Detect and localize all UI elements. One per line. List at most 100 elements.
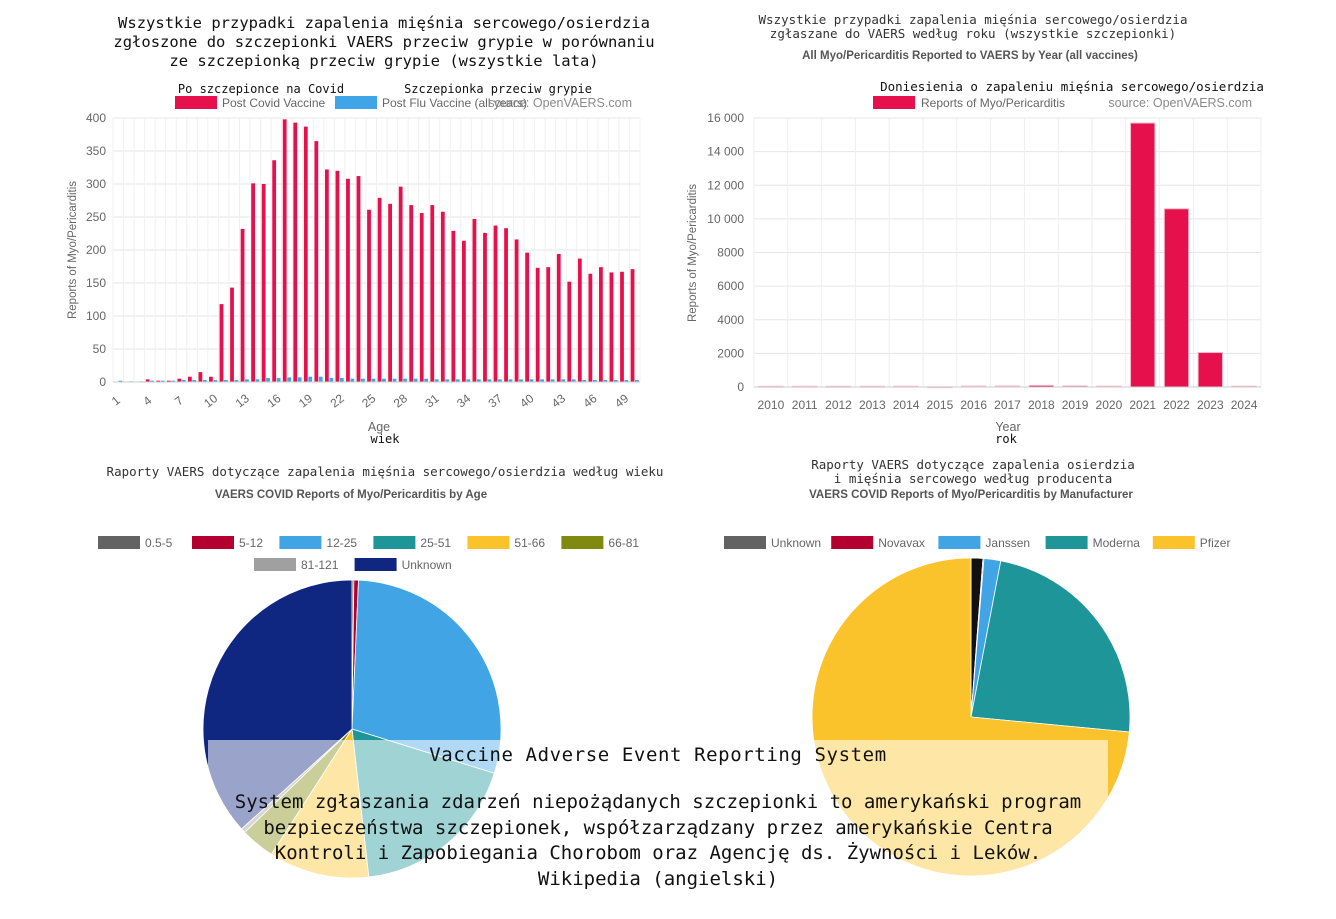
bar-covid <box>483 232 487 382</box>
x-tick-label: 2019 <box>1062 398 1089 412</box>
bar-flu <box>592 380 597 382</box>
y-tick-label: 6000 <box>717 279 744 293</box>
x-tick-label: 2016 <box>960 398 987 412</box>
bar-covid <box>535 267 540 382</box>
y-tick-label: 14 000 <box>707 145 744 159</box>
bar-flu <box>213 380 218 382</box>
legend-swatch <box>873 96 915 109</box>
x-tick-label: 2022 <box>1163 398 1190 412</box>
y-tick-label: 150 <box>86 276 106 290</box>
bar-covid <box>577 258 582 382</box>
bar-flu <box>540 379 544 382</box>
bar-flu <box>561 379 566 382</box>
bar-flu <box>635 380 639 382</box>
bar-covid <box>567 281 572 382</box>
bar-flu <box>308 376 313 382</box>
y-axis-label: Reports of Myo/Pericarditis <box>687 184 699 322</box>
x-tick-label: 34 <box>454 391 473 410</box>
x-tick-label: 46 <box>581 391 600 410</box>
bar-covid <box>335 170 340 382</box>
legend-label: 5-12 <box>239 536 263 550</box>
legend-label: Reports of Myo/Pericarditis <box>921 96 1065 110</box>
bar-flu <box>181 380 186 382</box>
x-tick-label: 22 <box>328 391 347 410</box>
bar-covid <box>461 240 466 382</box>
bar-covid <box>451 230 456 382</box>
bar-flu <box>245 379 249 382</box>
bar-covid <box>504 228 508 382</box>
y-tick-label: 4000 <box>717 313 744 327</box>
bar-covid <box>388 203 393 382</box>
bar-flu <box>371 378 376 382</box>
legend-swatch <box>373 536 416 549</box>
bar-covid <box>240 228 245 382</box>
bar-covid <box>525 252 530 382</box>
y-tick-label: 250 <box>86 210 106 224</box>
legend-swatch <box>561 536 604 549</box>
bar-covid <box>440 211 445 382</box>
bar-covid <box>156 380 161 382</box>
x-tick-label: 2020 <box>1096 398 1123 412</box>
legend-swatch <box>254 558 296 571</box>
x-tick-label: 2018 <box>1028 398 1055 412</box>
legend-swatch <box>192 536 234 549</box>
x-axis-label: Year <box>995 420 1020 434</box>
bar-covid <box>419 213 424 382</box>
x-axis-label: Age <box>368 420 390 434</box>
bar-covid <box>282 119 287 382</box>
bar-covid <box>145 379 150 382</box>
bar-year <box>1197 352 1223 388</box>
x-axis-label-pl: wiek <box>371 432 401 446</box>
chart-title-pl: Raporty VAERS dotyczące zapalenia mięśni… <box>107 464 664 479</box>
bar-flu <box>350 378 355 382</box>
bar-flu <box>445 379 450 382</box>
bar-flu <box>223 380 228 382</box>
x-tick-label: 2024 <box>1231 398 1258 412</box>
x-tick-label: 4 <box>140 393 154 408</box>
bar-flu <box>624 380 629 382</box>
x-tick-label: 2014 <box>893 398 920 412</box>
legend-label: 0.5-5 <box>145 536 173 550</box>
x-tick-label: 49 <box>612 391 631 410</box>
legend-swatch-covid <box>175 96 217 109</box>
source-label: source: OpenVAERS.com <box>1108 96 1252 110</box>
bar-covid <box>272 160 277 382</box>
y-tick-label: 50 <box>93 342 107 356</box>
bar-covid <box>620 271 624 382</box>
overlay-body: System zgłaszania zdarzeń niepożądanych … <box>234 791 1082 890</box>
legend-swatch <box>1045 536 1088 549</box>
chart-title: All Myo/Pericarditis Reported to VAERS b… <box>802 50 1138 62</box>
bar-flu <box>403 378 407 382</box>
legend-label: 66-81 <box>608 536 639 550</box>
legend-label: 51-66 <box>514 536 545 550</box>
y-tick-label: 16 000 <box>707 111 744 125</box>
bar-flu <box>613 380 618 382</box>
bar-covid <box>409 205 414 382</box>
bar-covid <box>546 267 551 382</box>
bar-covid <box>556 253 561 382</box>
bar-covid <box>251 183 255 382</box>
bar-flu <box>498 379 502 382</box>
y-tick-label: 2000 <box>717 346 744 360</box>
legend-swatch <box>279 536 322 549</box>
bar-covid <box>314 141 319 382</box>
bar-covid <box>588 273 593 382</box>
x-tick-label: 43 <box>549 391 568 410</box>
bar-covid <box>198 372 203 382</box>
x-tick-label: 2017 <box>994 398 1021 412</box>
x-tick-label: 2021 <box>1129 398 1156 412</box>
bar-covid <box>230 287 234 382</box>
legend-label-pl: Szczepionka przeciw grypie <box>404 82 592 96</box>
legend-swatch <box>938 536 981 549</box>
x-tick-label: 28 <box>391 391 410 410</box>
bar-flu <box>466 379 471 382</box>
x-tick-label: 7 <box>172 393 186 408</box>
bar-covid <box>303 126 308 382</box>
x-tick-label: 37 <box>486 391 505 410</box>
info-overlay: Vaccine Adverse Event Reporting System S… <box>160 742 1156 892</box>
chart-title-pl: ze szczepionką przeciw grypie (wszystkie… <box>169 52 598 70</box>
bar-flu <box>266 378 270 382</box>
legend-label: 12-25 <box>326 536 357 550</box>
x-tick-label: 25 <box>359 391 378 410</box>
legend-label: Moderna <box>1093 536 1141 550</box>
